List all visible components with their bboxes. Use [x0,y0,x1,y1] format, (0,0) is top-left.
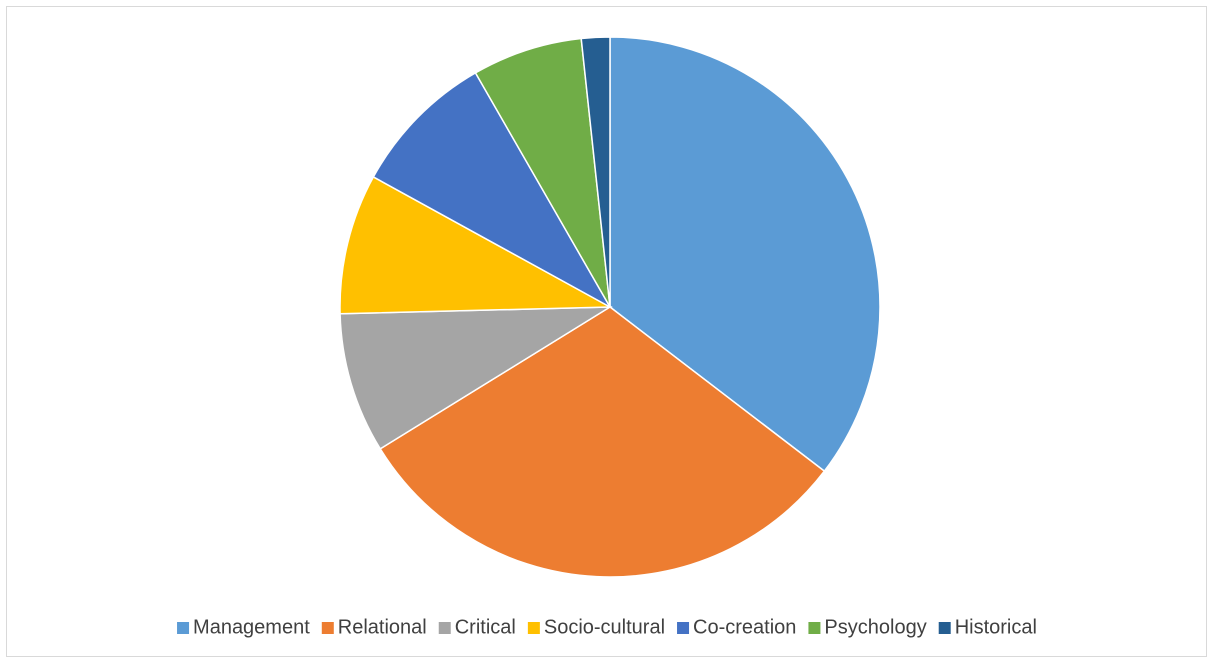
legend-swatch [321,622,334,634]
pie-slice [379,306,826,578]
legend-label: Relational [338,616,427,638]
legend-label: Management [193,616,310,638]
pie-slice [609,36,881,473]
legend-swatch [177,622,190,634]
legend-swatch [938,622,951,634]
pie-slice [372,71,612,309]
pie-slice [580,36,611,308]
legend: Management Relational Critical Socio-cultur… [177,616,1037,638]
pie-slice [339,175,613,315]
legend-label: Critical [455,616,516,638]
legend-label: Psychology [824,616,926,638]
pie [339,36,881,578]
legend-label: Socio-cultural [544,616,665,638]
legend-label: Historical [955,616,1037,638]
pie-slice [474,37,611,308]
legend-label: Co-creation [693,616,796,638]
legend-swatch [527,622,540,634]
pie-slice [339,306,613,450]
legend-swatch [677,622,690,634]
legend-swatch [438,622,451,634]
legend-swatch [808,622,821,634]
